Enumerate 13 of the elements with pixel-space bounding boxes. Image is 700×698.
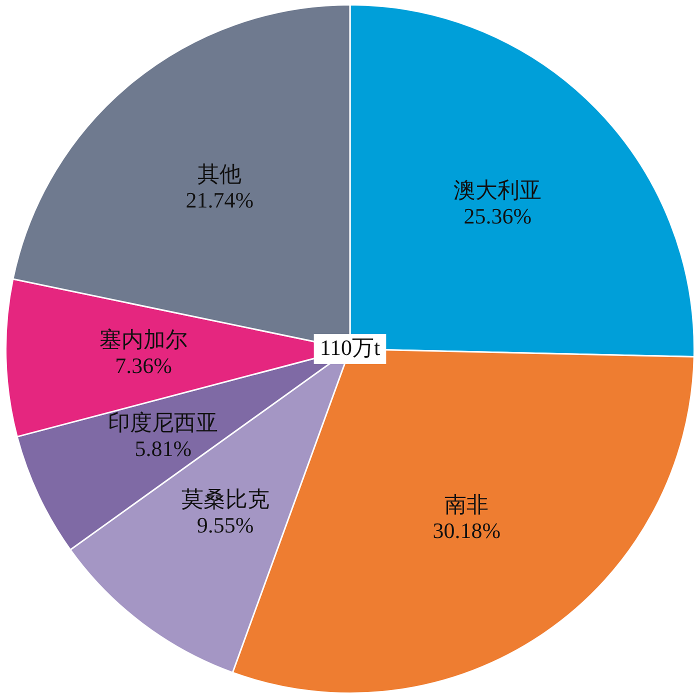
slice-label: 印度尼西亚 bbox=[108, 410, 218, 435]
data-label: 7.36% bbox=[115, 353, 172, 378]
data-label: 30.18% bbox=[432, 518, 501, 544]
slice-label: 南非 bbox=[444, 492, 489, 518]
slice-label: 塞内加尔 bbox=[100, 327, 188, 352]
slice-label: 其他 bbox=[198, 162, 242, 187]
data-label: 5.81% bbox=[134, 436, 192, 461]
slice-label: 莫桑比克 bbox=[181, 486, 270, 512]
text: 110万t bbox=[320, 334, 380, 360]
data-label: 21.74% bbox=[186, 188, 254, 213]
data-label: 25.36% bbox=[464, 203, 532, 228]
data-label: 9.55% bbox=[196, 512, 254, 538]
slice-label: 澳大利亚 bbox=[454, 177, 542, 202]
